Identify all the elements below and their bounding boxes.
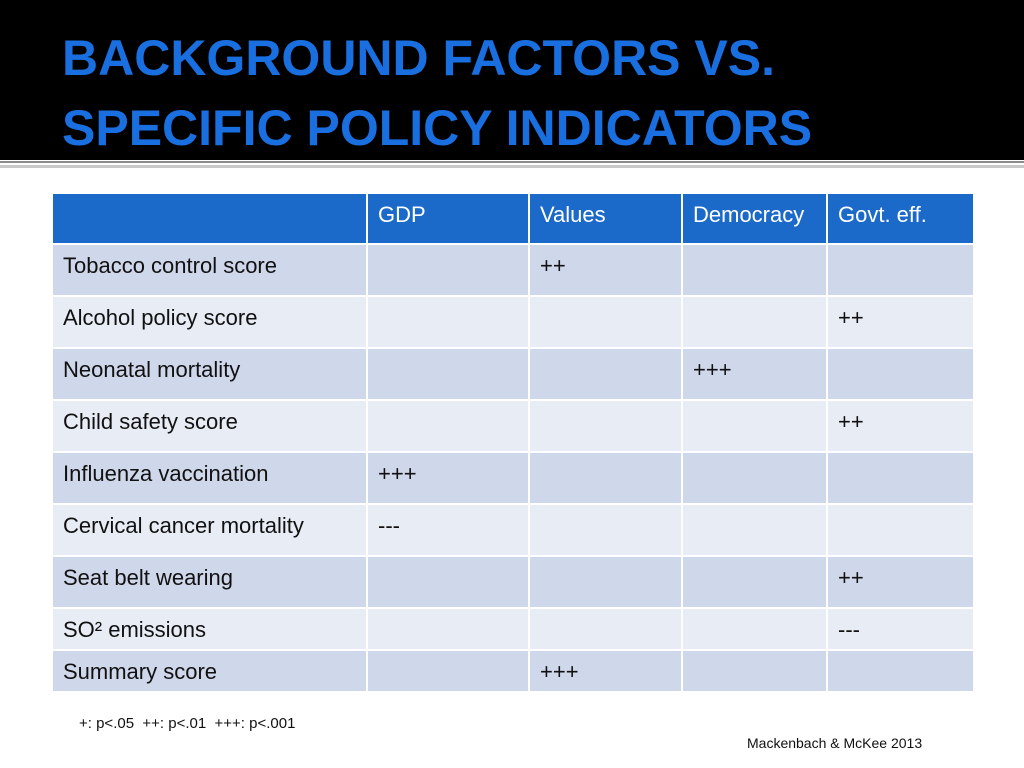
cell-democracy bbox=[683, 245, 826, 295]
cell-values bbox=[530, 297, 681, 347]
cell-values bbox=[530, 453, 681, 503]
significance-footnote: +: p<.05 ++: p<.01 +++: p<.001 bbox=[79, 715, 296, 732]
cell-govt-eff: ++ bbox=[828, 557, 973, 607]
cell-gdp bbox=[368, 557, 528, 607]
cell-govt-eff: ++ bbox=[828, 401, 973, 451]
column-header-blank bbox=[53, 194, 366, 243]
row-label: Neonatal mortality bbox=[53, 349, 366, 399]
cell-govt-eff bbox=[828, 245, 973, 295]
cell-gdp: --- bbox=[368, 505, 528, 555]
cell-democracy bbox=[683, 453, 826, 503]
cell-govt-eff bbox=[828, 349, 973, 399]
cell-democracy bbox=[683, 651, 826, 691]
row-label: Cervical cancer mortality bbox=[53, 505, 366, 555]
slide-title: BACKGROUND FACTORS VS. SPECIFIC POLICY I… bbox=[62, 23, 812, 163]
divider-line-secondary bbox=[0, 165, 1024, 168]
cell-values bbox=[530, 349, 681, 399]
cell-democracy: +++ bbox=[683, 349, 826, 399]
cell-govt-eff bbox=[828, 651, 973, 691]
cell-values bbox=[530, 505, 681, 555]
row-label: SO² emissions bbox=[53, 609, 366, 649]
row-label: Alcohol policy score bbox=[53, 297, 366, 347]
cell-democracy bbox=[683, 401, 826, 451]
cell-democracy bbox=[683, 505, 826, 555]
source-citation: Mackenbach & McKee 2013 bbox=[747, 735, 923, 751]
cell-values bbox=[530, 609, 681, 649]
cell-gdp bbox=[368, 349, 528, 399]
cell-values bbox=[530, 557, 681, 607]
cell-values: +++ bbox=[530, 651, 681, 691]
cell-govt-eff: ++ bbox=[828, 297, 973, 347]
cell-values: ++ bbox=[530, 245, 681, 295]
column-header-govt-eff: Govt. eff. bbox=[828, 194, 973, 243]
row-label: Tobacco control score bbox=[53, 245, 366, 295]
column-header-gdp: GDP bbox=[368, 194, 528, 243]
title-line-1: BACKGROUND FACTORS VS. bbox=[62, 30, 776, 86]
row-label: Summary score bbox=[53, 651, 366, 691]
cell-gdp bbox=[368, 651, 528, 691]
row-label: Influenza vaccination bbox=[53, 453, 366, 503]
cell-gdp bbox=[368, 245, 528, 295]
column-header-values: Values bbox=[530, 194, 681, 243]
row-label: Seat belt wearing bbox=[53, 557, 366, 607]
cell-democracy bbox=[683, 297, 826, 347]
row-label: Child safety score bbox=[53, 401, 366, 451]
cell-govt-eff bbox=[828, 505, 973, 555]
cell-govt-eff: --- bbox=[828, 609, 973, 649]
cell-democracy bbox=[683, 609, 826, 649]
title-line-2: SPECIFIC POLICY INDICATORS bbox=[62, 100, 813, 156]
cell-gdp bbox=[368, 297, 528, 347]
column-header-democracy: Democracy bbox=[683, 194, 826, 243]
cell-values bbox=[530, 401, 681, 451]
divider-line bbox=[0, 161, 1024, 163]
cell-govt-eff bbox=[828, 453, 973, 503]
cell-gdp bbox=[368, 401, 528, 451]
results-table: GDP Values Democracy Govt. eff. Tobacco … bbox=[53, 194, 973, 691]
title-band bbox=[0, 0, 1024, 160]
cell-gdp bbox=[368, 609, 528, 649]
cell-gdp: +++ bbox=[368, 453, 528, 503]
cell-democracy bbox=[683, 557, 826, 607]
